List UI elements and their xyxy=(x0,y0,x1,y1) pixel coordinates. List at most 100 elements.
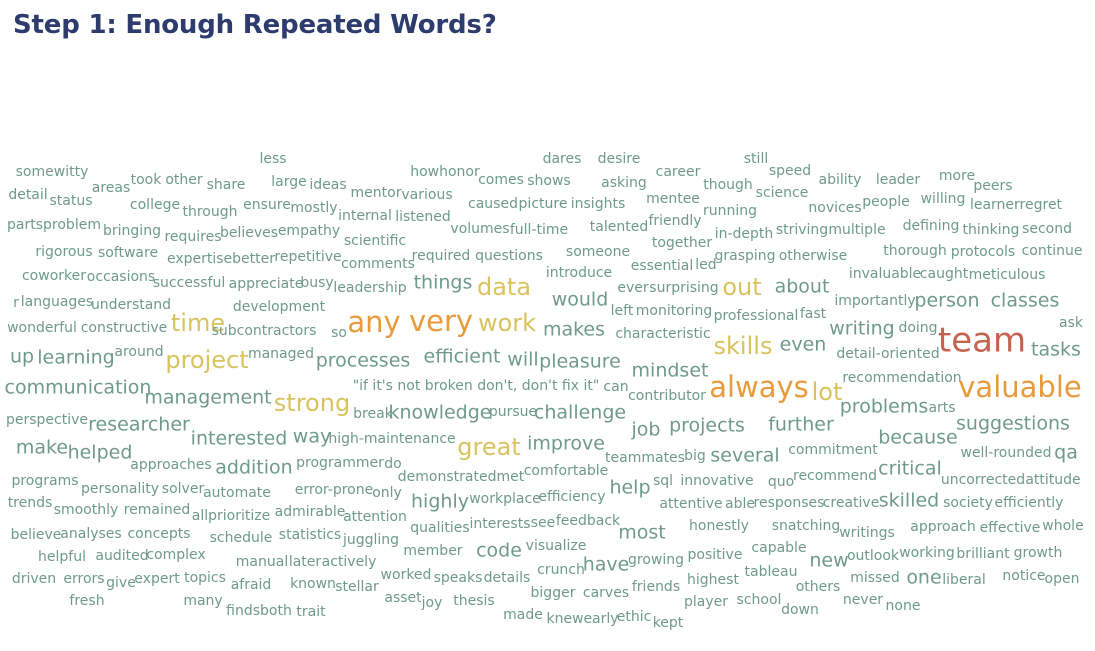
word: carves xyxy=(583,585,629,601)
word: protocols xyxy=(951,244,1015,260)
word: qualities xyxy=(410,520,469,536)
word: multiple xyxy=(828,222,885,238)
word: smoothly xyxy=(54,502,119,518)
word: do xyxy=(384,456,401,472)
word: suggestions xyxy=(956,413,1070,435)
word: management xyxy=(144,387,271,409)
word: schedule xyxy=(210,530,273,546)
word: essential xyxy=(631,258,694,274)
word: knew xyxy=(546,611,583,627)
word: driven xyxy=(12,571,56,587)
word: honestly xyxy=(689,518,749,534)
word: data xyxy=(477,273,531,301)
word: innovative xyxy=(680,473,753,489)
word: thorough xyxy=(883,243,947,259)
word: together xyxy=(652,235,713,251)
word: managed xyxy=(248,346,314,362)
word: learning xyxy=(37,347,115,369)
word: someone xyxy=(566,244,630,260)
word: took xyxy=(131,172,163,188)
word: willing xyxy=(921,191,966,207)
word: ability xyxy=(819,172,862,188)
word: characteristic xyxy=(615,326,710,342)
word: makes xyxy=(543,319,605,341)
word: growing xyxy=(628,552,684,568)
word: pursue xyxy=(489,404,537,420)
word: out xyxy=(722,273,761,301)
word: brilliant xyxy=(956,546,1010,562)
word: project xyxy=(165,346,248,374)
word: talented xyxy=(590,219,648,235)
word: big xyxy=(684,448,706,464)
word: statistics xyxy=(279,527,341,543)
word: howhonor xyxy=(410,164,480,180)
word: efficiently xyxy=(995,495,1064,511)
word: volumes xyxy=(450,221,509,237)
word: concepts xyxy=(127,526,190,542)
word: juggling xyxy=(342,532,399,548)
word: analyses xyxy=(60,526,121,542)
word: doing xyxy=(898,320,937,336)
word: continue xyxy=(1022,243,1083,259)
word: even xyxy=(780,334,827,356)
word: strong xyxy=(274,389,350,417)
word: various xyxy=(401,187,452,203)
word: otherwise xyxy=(779,248,848,264)
word: listened xyxy=(395,209,451,225)
word: thinking xyxy=(963,222,1020,238)
word: leadership xyxy=(333,280,406,296)
word: in-depth xyxy=(715,226,774,242)
word: others xyxy=(796,579,841,595)
word: still xyxy=(744,151,768,167)
word: manual xyxy=(236,554,288,570)
word: mentee xyxy=(646,191,700,207)
word: processes xyxy=(316,350,411,372)
word: believe xyxy=(11,527,62,543)
word: personality xyxy=(81,481,159,497)
word: communication xyxy=(5,377,152,399)
word: workplace xyxy=(469,491,541,507)
word: programmer xyxy=(296,455,384,471)
word: recommendation xyxy=(842,370,961,386)
word: scientific xyxy=(344,233,406,249)
word: caught xyxy=(920,266,969,282)
word: invaluable xyxy=(849,266,921,282)
word: fast xyxy=(800,306,827,322)
word: meticulous xyxy=(969,267,1046,283)
word: detail-oriented xyxy=(836,346,939,362)
word: feedback xyxy=(556,513,621,529)
word: comfortable xyxy=(524,463,609,479)
word: around xyxy=(114,344,163,360)
word: findsboth xyxy=(226,603,292,619)
word: great xyxy=(457,433,520,461)
word: only xyxy=(372,485,402,501)
word: less xyxy=(259,151,286,167)
word: left xyxy=(611,303,634,319)
word: about xyxy=(775,276,830,298)
word: worked xyxy=(381,567,432,583)
word: later xyxy=(289,554,322,570)
word: running xyxy=(703,203,757,219)
word: trait xyxy=(296,604,326,620)
word: qa xyxy=(1054,442,1078,464)
word: things xyxy=(414,272,473,294)
word: peers xyxy=(973,178,1012,194)
word: empathy xyxy=(278,223,340,239)
word: expertisebetter xyxy=(167,251,275,267)
word: through xyxy=(182,204,237,220)
word: school xyxy=(737,592,782,608)
word: importantly xyxy=(834,293,915,309)
word: people xyxy=(862,194,909,210)
word: outlook xyxy=(847,548,900,564)
word: led xyxy=(695,257,716,273)
word: second xyxy=(1022,221,1072,237)
word: well-rounded xyxy=(960,445,1051,461)
word: break xyxy=(353,406,394,422)
word: coworker xyxy=(22,268,86,284)
word: error-prone xyxy=(295,482,373,498)
word: automate xyxy=(203,485,271,501)
word: efficient xyxy=(424,346,501,368)
word: member xyxy=(403,543,462,559)
word: though xyxy=(703,177,753,193)
word: improve xyxy=(527,433,605,455)
